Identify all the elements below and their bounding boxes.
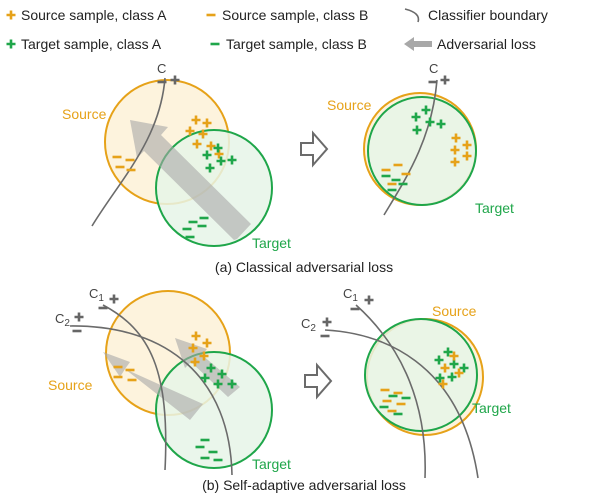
panel-b-before: C1 C2 Source Target (48, 286, 291, 476)
source-label: Source (48, 377, 93, 393)
boundary-2-letter: C (55, 311, 64, 326)
target-domain-circle (367, 96, 477, 206)
boundary-1-label: C1 (89, 286, 104, 304)
boundary-1-plus-icon (363, 294, 375, 306)
legend-source-a-label: Source sample, class A (21, 7, 167, 23)
source-label: Source (327, 97, 372, 113)
adversarial-arrow-large (103, 352, 203, 420)
adversarial-arrow (130, 120, 251, 240)
legend-adversarial: Adversarial loss (404, 36, 536, 52)
boundary-1-letter: C (343, 286, 352, 301)
panel-a-before: C Source Target (62, 61, 291, 251)
source-label: Source (62, 106, 107, 122)
classifier-boundary (383, 79, 438, 216)
legend-target-a: Target sample, class A (5, 36, 162, 52)
classifier-boundary-1 (102, 304, 167, 471)
transition-arrow-icon (304, 362, 333, 400)
classifier-boundary-2 (69, 325, 233, 476)
boundary-1-plus-icon (108, 293, 120, 305)
boundary-2-label: C2 (55, 311, 70, 329)
target-label: Target (252, 456, 291, 472)
boundary-1-subscript: 1 (98, 293, 104, 304)
legend-target-a-label: Target sample, class A (21, 36, 162, 52)
classifier-boundary-1 (355, 304, 426, 479)
boundary-2-label: C2 (301, 316, 316, 334)
orange-plus-icon (5, 9, 17, 21)
legend-target-b-label: Target sample, class B (226, 36, 367, 52)
legend-target-b: Target sample, class B (209, 36, 367, 52)
panel-a-caption: (a) Classical adversarial loss (215, 259, 393, 275)
boundary-1-subscript: 1 (352, 293, 358, 304)
legend-source-a: Source sample, class A (5, 7, 167, 23)
boundary-2-subscript: 2 (310, 323, 316, 334)
boundary-1-label: C1 (343, 286, 358, 304)
target-label: Target (475, 200, 514, 216)
target-label: Target (472, 400, 511, 416)
transition-arrow-icon (300, 130, 329, 168)
source-label: Source (432, 303, 477, 319)
panel-b-caption: (b) Self-adaptive adversarial loss (202, 477, 406, 493)
boundary-label: C (429, 61, 438, 76)
boundary-1-letter: C (89, 286, 98, 301)
panel-b-after: C1 C2 Source Target (301, 286, 511, 479)
boundary-2-plus-icon (73, 311, 85, 323)
legend: Source sample, class A Source sample, cl… (5, 7, 548, 52)
boundary-2-letter: C (301, 316, 310, 331)
legend-boundary-label: Classifier boundary (428, 7, 548, 23)
classifier-boundary (91, 77, 166, 227)
green-plus-icon (5, 38, 17, 50)
boundary-curve-icon (404, 8, 420, 23)
boundary-plus-icon (439, 74, 451, 86)
legend-adversarial-label: Adversarial loss (437, 36, 536, 52)
boundary-2-plus-icon (321, 316, 333, 328)
classifier-boundary-2 (324, 329, 479, 479)
adversarial-arrow-icon (404, 37, 432, 51)
legend-boundary: Classifier boundary (404, 7, 548, 23)
target-label: Target (252, 235, 291, 251)
panel-a-after: C Source Target (327, 61, 514, 216)
legend-source-b: Source sample, class B (205, 7, 368, 23)
boundary-2-subscript: 2 (64, 318, 70, 329)
legend-source-b-label: Source sample, class B (222, 7, 368, 23)
target-domain-circle (155, 351, 273, 469)
boundary-label: C (157, 61, 166, 76)
